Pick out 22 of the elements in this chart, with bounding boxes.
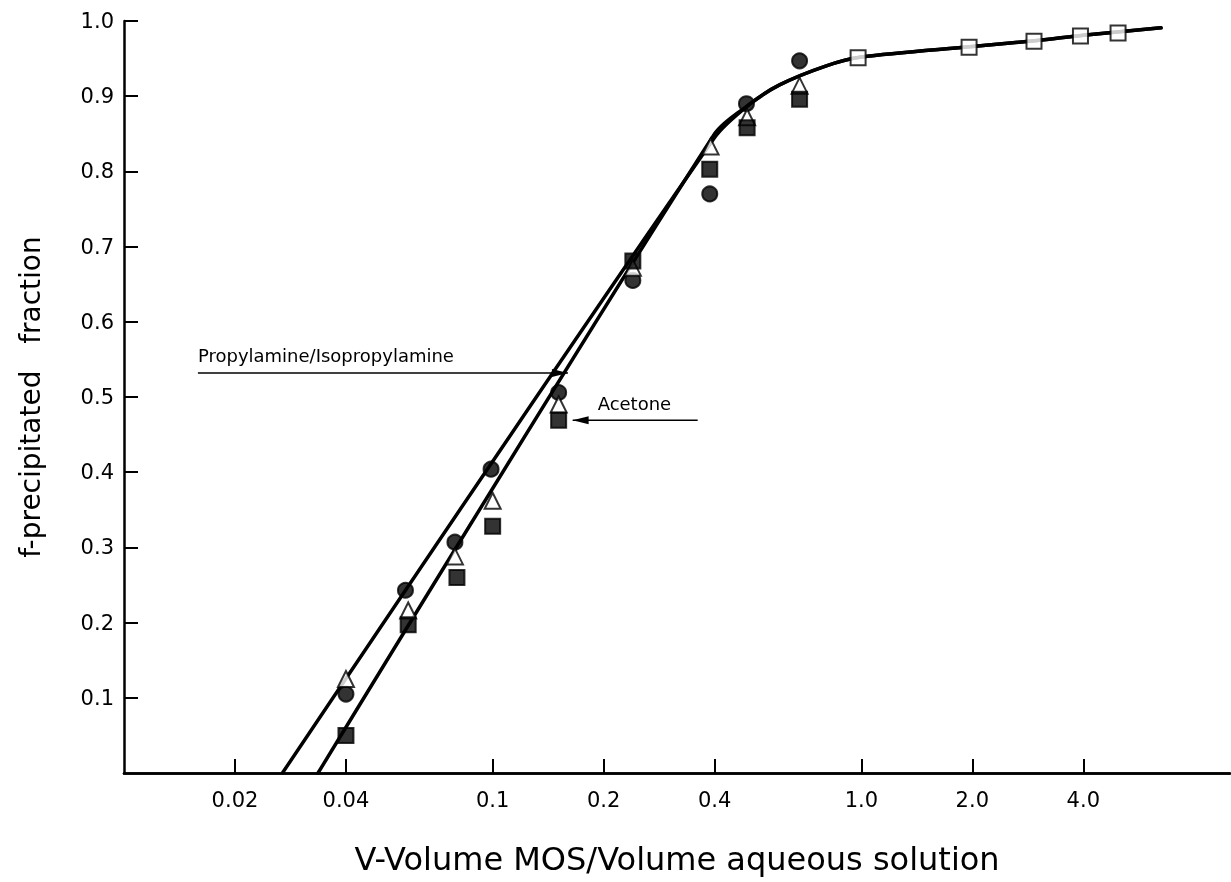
y-tick-label: 0.3 — [80, 535, 114, 560]
y-tick-label: 0.6 — [80, 309, 114, 334]
x-tick-label: 2.0 — [955, 787, 990, 812]
y-tick-label: 0.5 — [80, 385, 114, 409]
x-axis-title: V-Volume MOS/Volume aqueous solution — [354, 840, 1000, 878]
y-tick-label: 0.2 — [80, 610, 114, 635]
x-tick-label: 0.04 — [322, 787, 370, 812]
x-tick-label: 0.1 — [475, 787, 510, 812]
y-tick-label: 0.8 — [80, 159, 114, 184]
x-tick-label: 1.0 — [844, 787, 879, 812]
x-tick-label: 0.4 — [697, 787, 732, 812]
x-tick-label: 0.02 — [211, 787, 259, 812]
y-tick-label: 0.9 — [80, 84, 114, 109]
annotation: Acetone — [597, 392, 672, 414]
annotation: Propylamine/Isopropylamine — [197, 345, 454, 367]
y-tick-label: 0.7 — [80, 234, 114, 259]
x-tick-label: 0.2 — [586, 787, 621, 812]
x-tick-label: 4.0 — [1066, 787, 1100, 812]
y-tick-label: 0.4 — [80, 460, 114, 485]
y-axis-title: f-precipitated fraction — [13, 236, 47, 558]
y-tick-label: 0.1 — [80, 685, 114, 710]
y-tick-label: 1.0 — [80, 9, 114, 33]
